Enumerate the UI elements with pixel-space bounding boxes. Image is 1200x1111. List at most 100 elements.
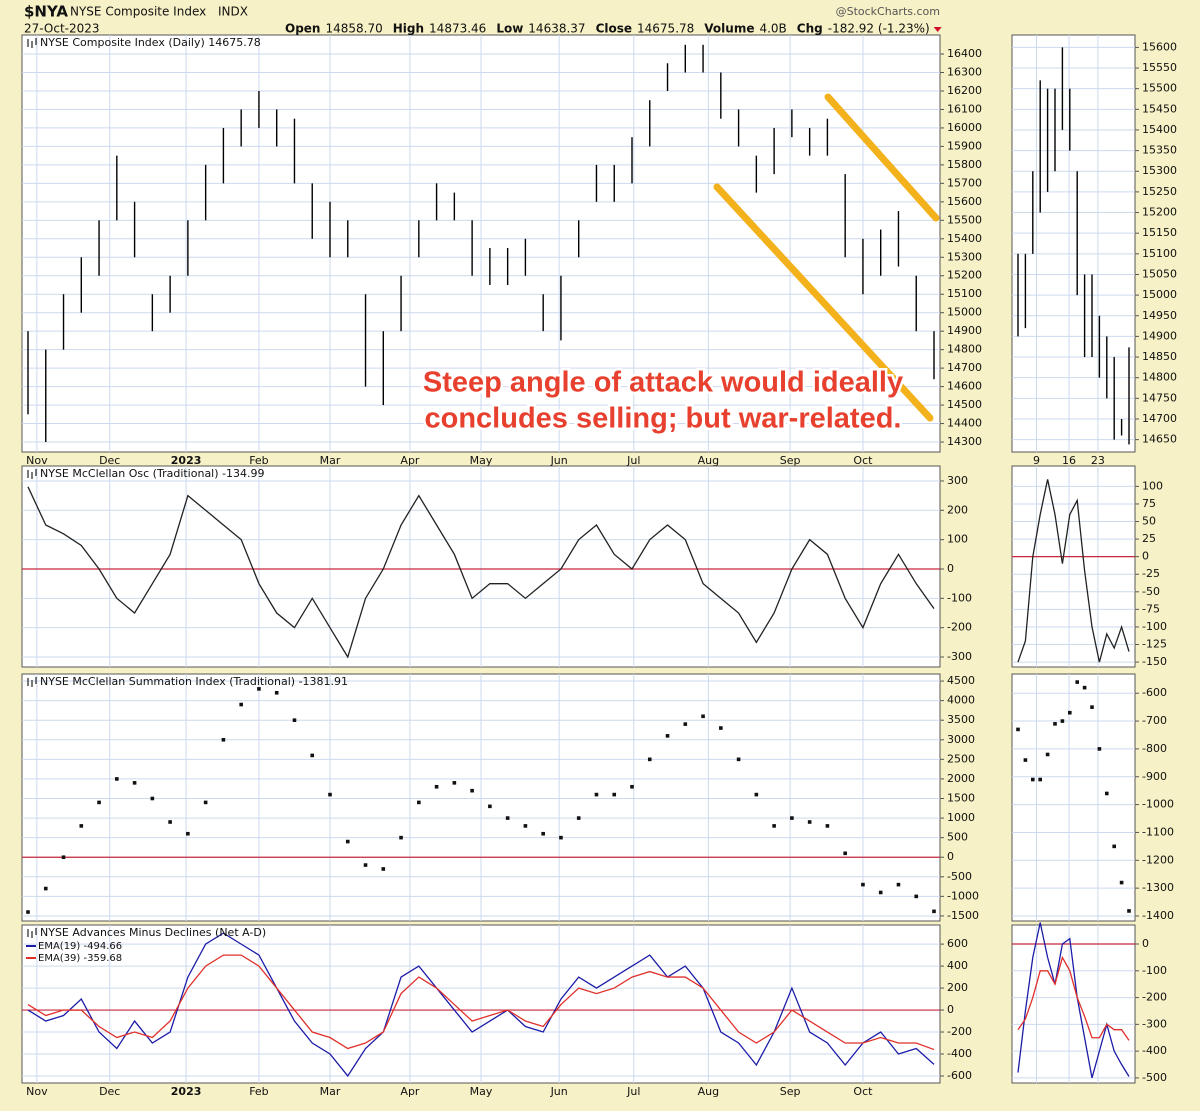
panel-frame — [1011, 34, 1136, 453]
y-tick-label: -125 — [1142, 638, 1167, 651]
dot — [559, 835, 563, 840]
dot — [790, 816, 794, 820]
dot — [1023, 758, 1028, 762]
annotation: Steep angle of attack would ideally — [423, 367, 903, 399]
x-tick-label: Aug — [698, 454, 719, 467]
legend-icon — [27, 38, 37, 48]
x-tick-label: May — [470, 454, 493, 467]
y-tick-label: -100 — [1142, 620, 1167, 633]
dot — [541, 831, 545, 836]
x-tick-label: Jul — [626, 454, 640, 467]
dot — [310, 753, 315, 758]
dot — [576, 816, 581, 820]
dot — [1068, 710, 1072, 715]
index-name: NYSE Composite Index — [70, 5, 206, 19]
y-tick-label: 14300 — [947, 435, 982, 448]
exchange: INDX — [218, 5, 248, 19]
dot — [43, 886, 48, 891]
y-tick-label: 15100 — [1142, 247, 1177, 260]
panel-frame — [1011, 673, 1136, 922]
y-tick-label: 14900 — [947, 324, 982, 337]
quote-label: Low — [496, 22, 523, 36]
dot — [612, 792, 617, 797]
dot — [861, 882, 865, 887]
y-tick-label: 400 — [947, 959, 968, 972]
dot — [843, 851, 847, 856]
legend-label: EMA(39) -359.68 — [38, 953, 122, 964]
x-tick-label: 23 — [1091, 454, 1105, 467]
y-tick-label: 200 — [947, 981, 968, 994]
panel: 14300 14400 14500 14600 14700 14800 14900 15000… — [21, 34, 982, 467]
x-tick-label: 9 — [1033, 454, 1040, 467]
quote-label: Volume — [704, 22, 754, 36]
dot — [292, 718, 297, 722]
dot — [807, 820, 812, 824]
quote-value: 4.0B — [759, 22, 786, 36]
y-tick-label: 15450 — [1142, 102, 1177, 115]
dot — [914, 894, 919, 899]
x-tick-label: Mar — [320, 1085, 341, 1098]
y-tick-label: 14700 — [1142, 412, 1177, 425]
quote-value: 14675.78 — [637, 22, 694, 36]
y-tick-label: 0 — [947, 1003, 954, 1016]
y-tick-label: -600 — [947, 1069, 972, 1082]
y-tick-label: 15100 — [947, 287, 982, 300]
y-tick-label: -600 — [1142, 686, 1167, 699]
x-tick-label: 16 — [1062, 454, 1076, 467]
y-tick-label: -1500 — [947, 909, 979, 922]
x-tick-label: Apr — [400, 1085, 420, 1098]
dot — [1045, 752, 1050, 757]
y-tick-label: -400 — [947, 1047, 972, 1060]
y-tick-label: -1100 — [1142, 825, 1174, 838]
y-tick-label: 15600 — [947, 195, 982, 208]
dot — [1097, 747, 1102, 751]
dot — [168, 820, 172, 824]
plots: 1430014400145001460014700148001490015000… — [21, 34, 1177, 1098]
y-tick-label: 2500 — [947, 752, 975, 765]
quote-value: 14858.70 — [325, 22, 382, 36]
panel: -500 -400 -300 -200 -100 0 — [1011, 922, 1167, 1084]
x-tick-label: Nov — [26, 454, 48, 467]
quote-value: -182.92 (-1.23%) — [828, 22, 930, 36]
x-tick-label: Jun — [550, 454, 568, 467]
y-tick-label: 25 — [1142, 532, 1156, 545]
y-tick-label: 0 — [1142, 550, 1149, 563]
x-tick-label: 2023 — [171, 1085, 202, 1098]
y-tick-label: -100 — [1142, 964, 1167, 977]
y-tick-label: 0 — [1142, 937, 1149, 950]
y-tick-label: -100 — [947, 591, 972, 604]
y-tick-label: -1000 — [947, 889, 979, 902]
x-tick-label: Dec — [99, 1085, 120, 1098]
y-tick-label: 14850 — [1142, 350, 1177, 363]
y-tick-label: 1000 — [947, 811, 975, 824]
dot — [701, 714, 705, 719]
y-tick-label: -500 — [947, 870, 972, 883]
panel-title: NYSE Advances Minus Declines (Net A-D) — [40, 926, 266, 939]
y-tick-label: 3000 — [947, 733, 975, 746]
panel: -1400 -1300 -1200 -1100 -1000 -900 -800 -700 -60… — [1011, 673, 1174, 922]
y-tick-label: 75 — [1142, 497, 1156, 510]
y-tick-label: -50 — [1142, 585, 1160, 598]
x-tick-label: Sep — [780, 454, 801, 467]
y-tick-label: -1000 — [1142, 798, 1174, 811]
line — [1017, 955, 1130, 1041]
y-tick-label: 14650 — [1142, 433, 1177, 446]
y-tick-label: 15250 — [1142, 185, 1177, 198]
y-tick-label: -700 — [1142, 714, 1167, 727]
dot — [150, 796, 155, 801]
y-tick-label: -1200 — [1142, 853, 1174, 866]
y-tick-label: -150 — [1142, 655, 1167, 668]
down-arrow — [933, 27, 942, 32]
legend-label: EMA(19) -494.66 — [38, 941, 122, 952]
dot — [79, 824, 84, 828]
quote-label: Close — [596, 22, 632, 36]
y-tick-label: -900 — [1142, 770, 1167, 783]
y-tick-label: 2000 — [947, 772, 975, 785]
dot — [1112, 844, 1116, 849]
y-tick-label: -25 — [1142, 567, 1160, 580]
y-tick-label: -800 — [1142, 742, 1167, 755]
y-tick-label: 14950 — [1142, 309, 1177, 322]
dot — [186, 831, 190, 836]
y-tick-label: 16200 — [947, 84, 982, 97]
panel-frame — [1011, 924, 1136, 1084]
